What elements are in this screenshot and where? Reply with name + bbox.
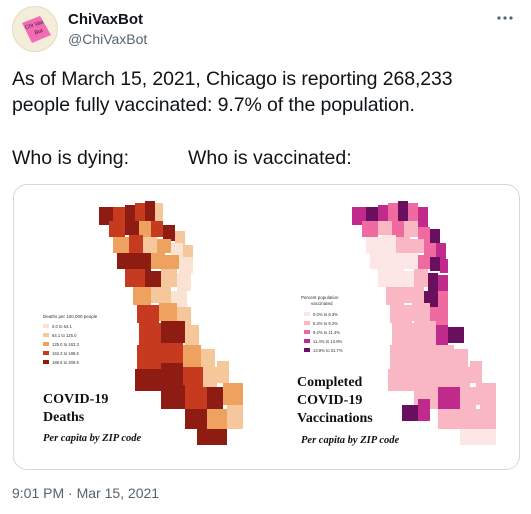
legend-swatch bbox=[304, 330, 310, 334]
vax-map bbox=[352, 201, 496, 445]
deaths-legend: Deaths per 100,000 people 0.0 to 64.1 64… bbox=[43, 314, 98, 365]
tweet-text-line: people fully vaccinated: 9.7% of the pop… bbox=[12, 94, 415, 116]
deaths-title: COVID-19 Deaths Per capita by ZIP code bbox=[43, 392, 142, 444]
legend-label: 9.2% to 11.4% bbox=[313, 330, 340, 335]
deaths-map bbox=[99, 201, 243, 445]
avatar[interactable]: Chi Vax Bot bbox=[12, 6, 58, 52]
legend-label: 125.0 to 163.3 bbox=[52, 342, 79, 347]
svg-text:Bot: Bot bbox=[34, 28, 44, 36]
vax-title: Completed COVID-19 Vaccinations Per capi… bbox=[297, 375, 400, 446]
vax-legend: Percent population vaccinated 0.0% to 6.… bbox=[301, 295, 343, 353]
tweet-subheads: Who is dying: Who is vaccinated: bbox=[12, 145, 512, 173]
vax-title-line: Vaccinations bbox=[297, 411, 373, 426]
avatar-logo-icon: Chi Vax Bot bbox=[22, 16, 51, 43]
legend-swatch bbox=[43, 360, 49, 364]
legend-label: 163.3 to 188.6 bbox=[52, 351, 79, 356]
subhead-dying: Who is dying: bbox=[12, 147, 130, 169]
legend-label: 6.3% to 9.2% bbox=[313, 321, 338, 326]
vax-legend-title: Percent population bbox=[301, 295, 339, 300]
legend-swatch bbox=[304, 339, 310, 343]
legend-swatch bbox=[304, 312, 310, 316]
legend-label: 0.0% to 6.3% bbox=[313, 312, 338, 317]
legend-swatch bbox=[43, 324, 49, 328]
legend-label: 64.1 to 125.0 bbox=[52, 333, 77, 338]
legend-swatch bbox=[304, 321, 310, 325]
ellipsis-icon bbox=[497, 16, 513, 20]
legend-label: 13.8% to 31.7% bbox=[313, 348, 343, 353]
legend-swatch bbox=[43, 342, 49, 346]
legend-swatch bbox=[43, 351, 49, 355]
tweet-media-image[interactable]: Deaths per 100,000 people 0.0 to 64.1 64… bbox=[13, 184, 520, 470]
tweet-header: Chi Vax Bot ChiVaxBot @ChiVaxBot bbox=[12, 6, 519, 54]
vax-caption: Per capita by ZIP code bbox=[301, 435, 400, 446]
deaths-legend-title: Deaths per 100,000 people bbox=[43, 314, 98, 319]
vax-title-line: Completed bbox=[297, 375, 363, 390]
subhead-vaccinated: Who is vaccinated: bbox=[188, 147, 352, 169]
tweet-text-line: As of March 15, 2021, Chicago is reporti… bbox=[12, 68, 453, 90]
more-options-button[interactable] bbox=[493, 8, 517, 28]
legend-swatch bbox=[43, 333, 49, 337]
display-name[interactable]: ChiVaxBot bbox=[68, 11, 144, 28]
user-handle[interactable]: @ChiVaxBot bbox=[68, 31, 148, 47]
deaths-title-line: COVID-19 bbox=[43, 392, 108, 407]
tweet-timestamp[interactable]: 9:01 PM · Mar 15, 2021 bbox=[12, 485, 160, 501]
legend-label: 11.4% to 13.8% bbox=[313, 339, 343, 344]
legend-swatch bbox=[304, 348, 310, 352]
deaths-title-line: Deaths bbox=[43, 410, 85, 425]
vax-legend-title: vaccinated bbox=[311, 301, 333, 306]
legend-label: 188.6 to 308.5 bbox=[52, 360, 79, 365]
deaths-caption: Per capita by ZIP code bbox=[43, 433, 142, 444]
avatar-text: Chi Vax bbox=[25, 19, 45, 31]
vax-title-line: COVID-19 bbox=[297, 393, 362, 408]
tweet-text: As of March 15, 2021, Chicago is reporti… bbox=[12, 66, 512, 118]
legend-label: 0.0 to 64.1 bbox=[52, 324, 72, 329]
